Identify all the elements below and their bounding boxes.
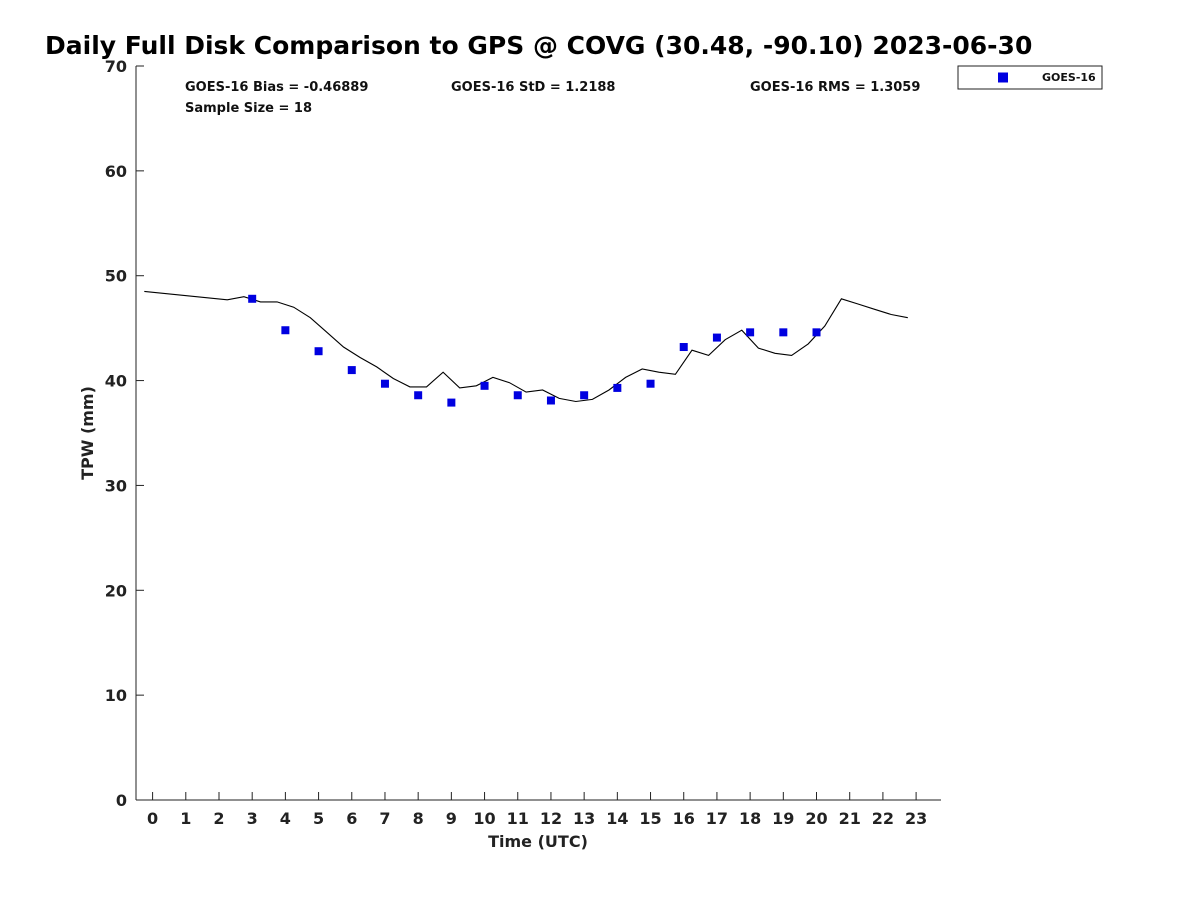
goes16-point [812,328,821,337]
x-tick-label: 22 [872,809,894,828]
y-axis-label: TPW (mm) [78,386,97,480]
std-stat: GOES-16 StD = 1.2188 [451,80,615,95]
y-tick-label: 10 [105,686,127,705]
goes16-point [679,343,688,352]
goes16-point [546,396,555,405]
goes16-point [513,391,522,400]
x-tick-label: 8 [413,809,424,828]
goes16-point [281,326,290,335]
x-tick-label: 3 [247,809,258,828]
x-tick-label: 13 [573,809,595,828]
x-tick-label: 20 [805,809,827,828]
legend-marker-goes16 [998,72,1008,83]
plot-area [136,66,941,800]
sample-size-stat: Sample Size = 18 [185,101,312,116]
goes16-point [380,379,389,388]
x-tick-label: 5 [313,809,324,828]
x-axis-ticks: 0 1 2 3 4 5 6 7 8 9 10 11 12 13 14 15 16 17 18 19 20 21 22 23 [147,792,927,828]
x-tick-label: 2 [213,809,224,828]
x-tick-label: 17 [706,809,728,828]
x-tick-label: 23 [905,809,927,828]
goes16-point [347,366,356,375]
x-axis-label: Time (UTC) [488,832,588,851]
legend: GOES-16 [957,65,1103,90]
x-tick-label: 10 [473,809,495,828]
x-tick-label: 0 [147,809,158,828]
goes16-point [580,391,589,400]
series-layer [144,290,908,407]
goes16-point [248,294,257,303]
x-tick-label: 11 [507,809,529,828]
chart-title: Daily Full Disk Comparison to GPS @ COVG… [45,31,1032,60]
goes16-point [712,333,721,342]
gps-line [144,290,908,403]
x-tick-label: 16 [673,809,695,828]
x-tick-label: 21 [839,809,861,828]
goes16-point [447,398,456,407]
x-tick-label: 7 [379,809,390,828]
legend-label-goes16: GOES-16 [1042,71,1096,84]
x-tick-label: 12 [540,809,562,828]
bias-stat: GOES-16 Bias = -0.46889 [185,80,368,95]
goes16-point [646,379,655,388]
x-tick-label: 18 [739,809,761,828]
x-tick-label: 15 [639,809,661,828]
x-tick-label: 4 [280,809,291,828]
goes16-point [746,328,755,337]
x-tick-label: 1 [180,809,191,828]
legend-box [957,65,1103,90]
y-tick-label: 70 [105,57,127,76]
y-tick-label: 20 [105,581,127,600]
goes16-point [779,328,788,337]
y-tick-label: 50 [105,267,127,286]
y-tick-label: 30 [105,476,127,495]
y-tick-label: 40 [105,372,127,391]
goes16-point [480,381,489,390]
x-tick-label: 14 [606,809,628,828]
goes16-point [314,347,323,356]
goes16-point [414,391,423,400]
y-tick-label: 60 [105,162,127,181]
y-axis-ticks: 0 10 20 30 40 50 60 70 [105,57,144,810]
y-tick-label: 0 [116,791,127,810]
rms-stat: GOES-16 RMS = 1.3059 [750,80,920,95]
x-tick-label: 9 [446,809,457,828]
goes16-point [613,383,622,392]
x-tick-label: 19 [772,809,794,828]
x-tick-label: 6 [346,809,357,828]
